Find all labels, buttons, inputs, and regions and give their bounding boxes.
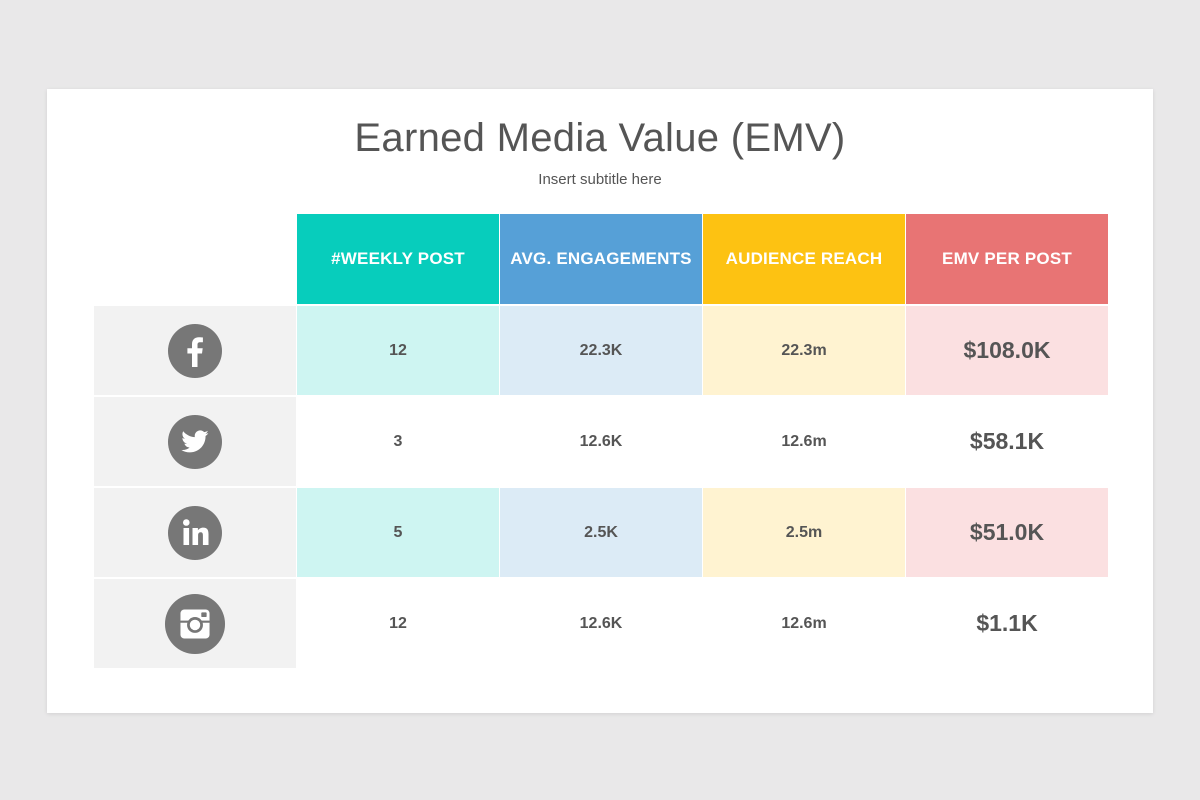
linkedin-icon [168,505,222,560]
header-audience-reach: AUDIENCE REACH [703,214,905,304]
cell-emv-per-post: $1.1K [906,579,1108,668]
cell-avg-engagements: 2.5K [500,488,702,577]
header-weekly-post: #WEEKLY POST [297,214,499,304]
cell-emv-per-post: $51.0K [906,488,1108,577]
slide-title: Earned Media Value (EMV) [354,116,846,160]
slide-subtitle: Insert subtitle here [538,171,662,188]
cell-avg-engagements: 12.6K [500,579,702,668]
twitter-icon [168,414,222,469]
cell-weekly-post: 12 [297,306,499,395]
cell-weekly-post: 5 [297,488,499,577]
cell-emv-per-post: $58.1K [906,397,1108,486]
header-avg-engagements: AVG. ENGAGEMENTS [500,214,702,304]
cell-audience-reach: 12.6m [703,397,905,486]
emv-table: #WEEKLY POST AVG. ENGAGEMENTS AUDIENCE R… [94,214,1108,668]
cell-weekly-post: 12 [297,579,499,668]
instagram-icon [164,593,226,654]
row-instagram-icon-cell [94,579,296,668]
header-emv-per-post: EMV PER POST [906,214,1108,304]
table-corner [94,214,296,304]
cell-weekly-post: 3 [297,397,499,486]
facebook-icon [168,323,222,378]
row-facebook-icon-cell [94,306,296,395]
cell-audience-reach: 12.6m [703,579,905,668]
cell-audience-reach: 2.5m [703,488,905,577]
cell-emv-per-post: $108.0K [906,306,1108,395]
cell-avg-engagements: 22.3K [500,306,702,395]
row-linkedin-icon-cell [94,488,296,577]
cell-audience-reach: 22.3m [703,306,905,395]
row-twitter-icon-cell [94,397,296,486]
slide: Earned Media Value (EMV) Insert subtitle… [47,89,1153,713]
cell-avg-engagements: 12.6K [500,397,702,486]
